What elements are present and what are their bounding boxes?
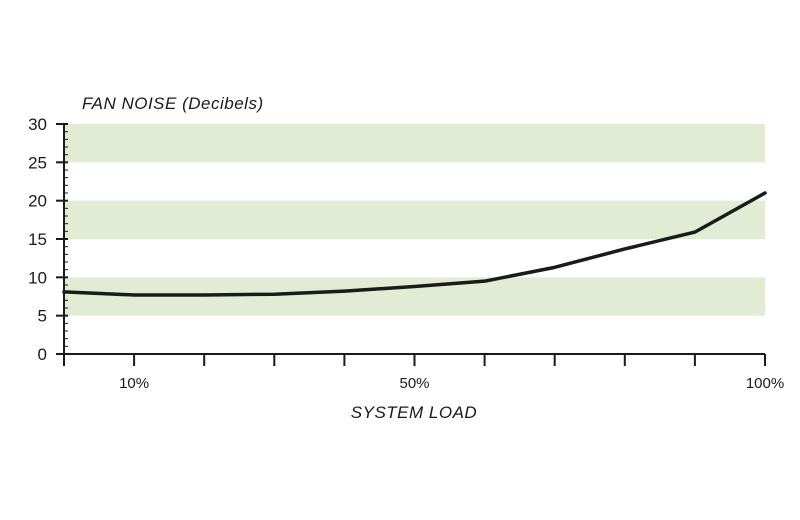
x-tick-label-10: 10% xyxy=(119,375,149,392)
band-1 xyxy=(65,200,765,239)
x-tick-label-100: 100% xyxy=(746,375,784,392)
y-tick-label-30: 30 xyxy=(28,115,47,134)
x-tick-label-50: 50% xyxy=(399,375,429,392)
x-axis-title: SYSTEM LOAD xyxy=(351,403,477,422)
y-tick-label-10: 10 xyxy=(28,268,47,287)
y-tick-label-15: 15 xyxy=(28,230,47,249)
y-tick-label-5: 5 xyxy=(38,307,47,326)
y-tick-label-0: 0 xyxy=(38,345,47,364)
y-tick-label-20: 20 xyxy=(28,192,47,211)
band-2 xyxy=(65,124,765,163)
background-bands xyxy=(65,124,765,316)
y-axis-title: FAN NOISE (Decibels) xyxy=(82,94,264,113)
x-ticks: 10% 50% 100% xyxy=(63,354,784,392)
y-tick-label-25: 25 xyxy=(28,153,47,172)
y-ticks: 0 5 10 15 20 25 30 xyxy=(28,115,68,364)
series-group xyxy=(62,191,767,297)
